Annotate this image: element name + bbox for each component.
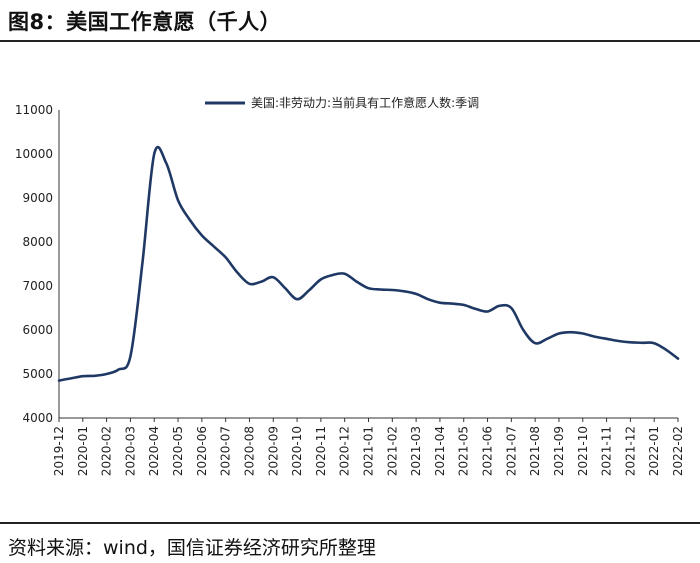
- x-tick-label: 2020-11: [314, 426, 328, 476]
- x-tick-label: 2021-08: [528, 426, 542, 476]
- x-tick-label: 2019-12: [52, 426, 66, 476]
- y-tick-label: 10000: [15, 147, 53, 161]
- x-tick-label: 2021-09: [552, 426, 566, 476]
- legend-label: 美国:非劳动力:当前具有工作意愿人数:季调: [251, 95, 479, 110]
- y-tick-label: 8000: [22, 235, 53, 249]
- x-tick-label: 2020-10: [290, 426, 304, 476]
- x-tick-label: 2021-03: [409, 426, 423, 476]
- source-note: 资料来源：wind，国信证券经济研究所整理: [8, 537, 376, 559]
- series-group: [57, 145, 680, 382]
- y-tick-label: 5000: [22, 367, 53, 381]
- x-tick-label: 2020-08: [242, 426, 256, 476]
- figure-title: 图8：美国工作意愿（千人）: [8, 10, 282, 34]
- x-tick-label: 2020-05: [171, 426, 185, 476]
- x-tick-label: 2020-03: [123, 426, 137, 476]
- y-tick-label: 9000: [22, 191, 53, 205]
- x-tick-label: 2020-12: [338, 426, 352, 476]
- y-tick-label: 6000: [22, 323, 53, 337]
- x-tick-label: 2021-07: [504, 426, 518, 476]
- axes: [58, 110, 678, 419]
- x-axis-ticks: 2019-12 2020-01 2020-02 2020-03 2020-04 2020-…: [52, 418, 685, 476]
- legend: 美国:非劳动力:当前具有工作意愿人数:季调: [205, 95, 479, 110]
- x-tick-label: 2021-01: [362, 426, 376, 476]
- x-tick-label: 2020-07: [219, 426, 233, 476]
- x-tick-label: 2020-06: [195, 426, 209, 476]
- y-axis-ticks: 4000 5000 6000 7000 8000 9000 10000 11000: [15, 103, 53, 425]
- y-tick-label: 7000: [22, 279, 53, 293]
- x-tick-label: 2021-12: [623, 426, 637, 476]
- x-tick-label: 2021-05: [457, 426, 471, 476]
- x-tick-label: 2021-11: [600, 426, 614, 476]
- series-line: [57, 145, 680, 382]
- x-tick-label: 2020-01: [76, 426, 90, 476]
- y-tick-label: 11000: [15, 103, 53, 117]
- x-tick-label: 2020-09: [266, 426, 280, 476]
- x-tick-label: 2021-10: [576, 426, 590, 476]
- y-tick-label: 4000: [22, 411, 53, 425]
- x-tick-label: 2020-02: [100, 426, 114, 476]
- x-tick-label: 2021-02: [385, 426, 399, 476]
- bottom-divider: [0, 522, 700, 524]
- x-tick-label: 2022-01: [647, 426, 661, 476]
- x-tick-label: 2022-02: [671, 426, 685, 476]
- x-tick-label: 2021-04: [433, 426, 447, 476]
- x-tick-label: 2021-06: [481, 426, 495, 476]
- x-tick-label: 2020-04: [147, 426, 161, 476]
- top-divider: [0, 40, 700, 42]
